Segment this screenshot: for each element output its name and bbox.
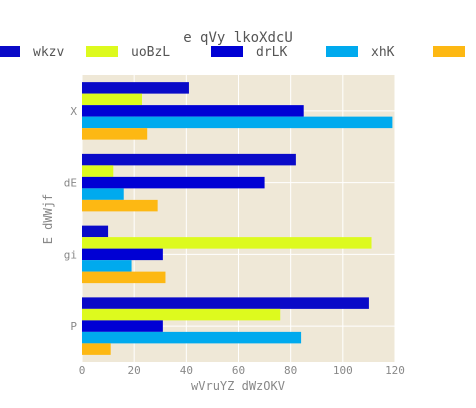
bar	[82, 176, 265, 189]
x-tick-label: 120	[385, 364, 405, 377]
bar	[82, 320, 163, 332]
x-tick-label: 40	[180, 364, 193, 377]
y-tick-label: gi	[64, 248, 77, 261]
x-tick-label: 60	[232, 364, 245, 377]
bar	[82, 343, 111, 355]
legend-swatch	[86, 46, 118, 57]
chart-title: e qVy lkoXdcU	[183, 30, 293, 46]
y-tick-label: X	[70, 105, 77, 118]
legend: wkzv uoBzL drLK xhK	[0, 45, 465, 60]
bar	[82, 165, 114, 177]
bar	[82, 237, 372, 249]
bar	[82, 271, 166, 284]
y-tick-label: P	[70, 320, 77, 333]
bars	[82, 82, 393, 355]
y-axis-ticks: XdE gi P	[64, 105, 78, 333]
x-axis-ticks: 0 20 40 60 80 100 120	[79, 364, 405, 377]
bar	[82, 308, 281, 321]
legend-swatch	[433, 46, 465, 57]
x-axis-title: wVruYZ dWzOKV	[191, 379, 285, 393]
y-axis-title: E dWWjf	[41, 194, 55, 245]
legend-label: wkzv	[33, 45, 64, 60]
bar	[82, 128, 148, 140]
x-tick-label: 80	[284, 364, 297, 377]
bar	[82, 116, 393, 129]
y-tick-label: dE	[64, 177, 77, 190]
bar	[82, 199, 158, 212]
bar	[82, 188, 124, 200]
bar	[82, 331, 302, 344]
bar	[82, 82, 189, 94]
bar	[82, 93, 142, 106]
bar	[82, 248, 163, 261]
legend-label: uoBzL	[131, 45, 170, 60]
x-tick-label: 100	[333, 364, 353, 377]
bar	[82, 153, 296, 166]
bar	[82, 105, 304, 117]
bar	[82, 260, 132, 272]
legend-swatch	[211, 46, 243, 57]
legend-swatch	[326, 46, 358, 57]
x-tick-label: 0	[79, 364, 86, 377]
bar	[82, 297, 369, 309]
x-tick-label: 20	[128, 364, 141, 377]
bar	[82, 225, 109, 238]
legend-label: xhK	[371, 45, 395, 60]
legend-swatch	[0, 46, 20, 57]
legend-label: drLK	[256, 45, 287, 60]
